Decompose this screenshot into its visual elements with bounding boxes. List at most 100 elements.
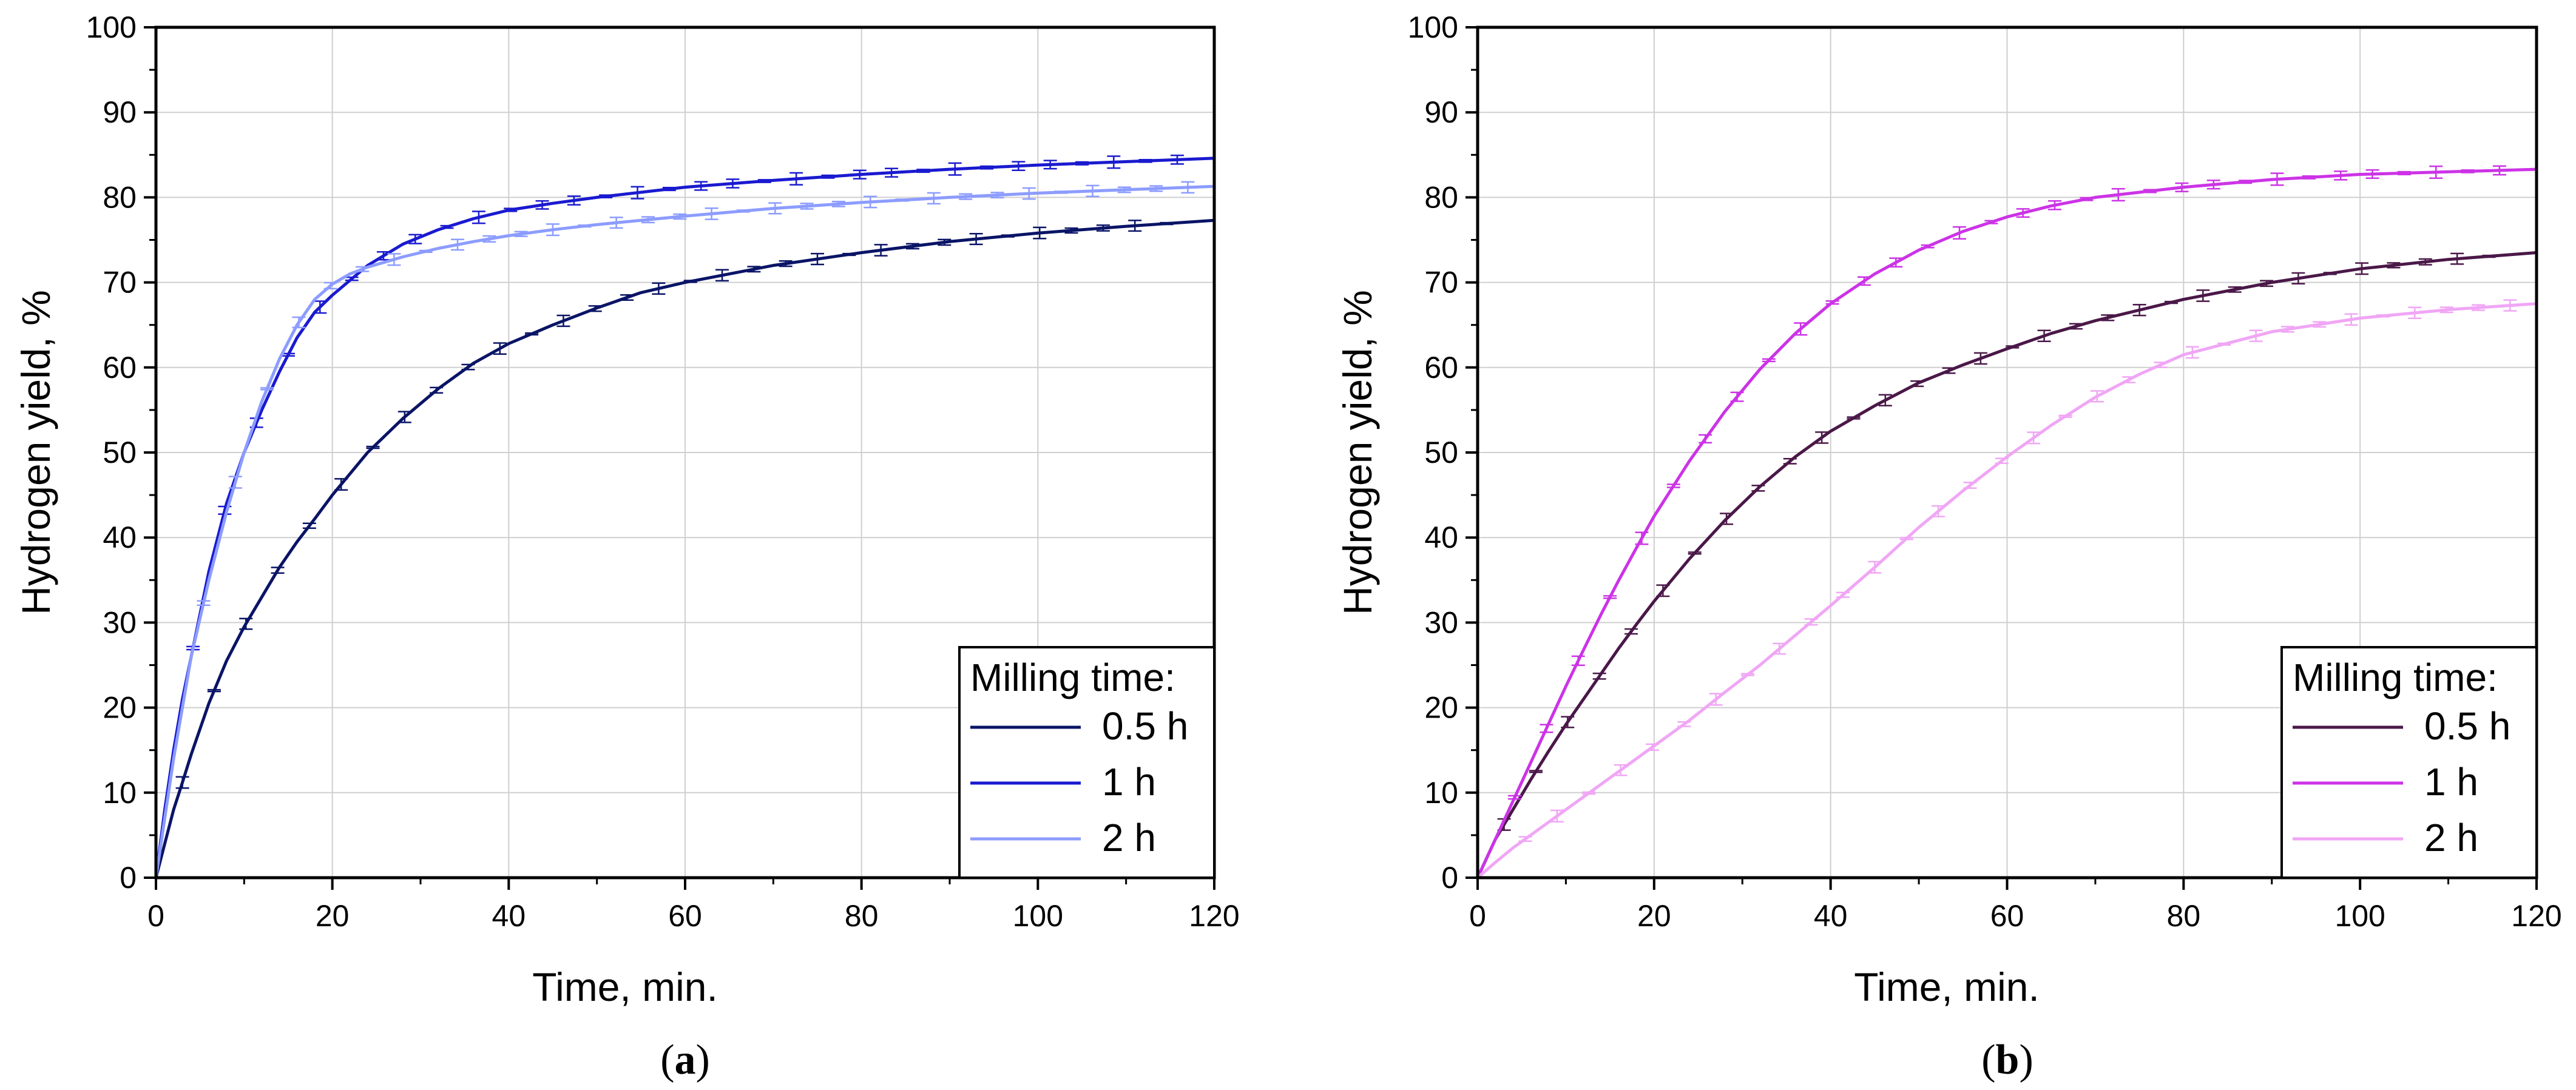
error-bar: [345, 276, 359, 281]
error-bar: [1688, 551, 1702, 555]
error-bar: [747, 266, 761, 273]
series-a-2h: [154, 181, 1215, 878]
error-bar: [2122, 376, 2136, 383]
error-bar: [2006, 345, 2020, 349]
y-tick-label: 90: [1424, 95, 1458, 129]
error-bar: [1656, 584, 1670, 597]
error-bar: [2280, 326, 2294, 333]
error-bar: [323, 281, 337, 290]
error-bar: [1666, 483, 1680, 488]
y-axis-title: Hydrogen yield, %: [1335, 290, 1380, 615]
x-tick-label: 100: [2334, 899, 2385, 933]
y-tick-label: 40: [1424, 520, 1458, 554]
y-tick-label: 50: [1424, 436, 1458, 469]
error-bar: [1592, 672, 1606, 680]
error-bar: [630, 186, 644, 200]
error-bar: [2164, 300, 2178, 304]
error-bar: [2185, 346, 2199, 359]
error-bar: [2344, 313, 2358, 326]
error-bar: [2334, 170, 2348, 181]
legend-a: Milling time: 0.5 h 1 h 2 h: [958, 646, 1215, 879]
error-bar: [652, 282, 666, 295]
error-bar: [885, 167, 899, 178]
legend-b: Milling time: 0.5 h 1 h 2 h: [2280, 646, 2538, 879]
error-bar: [2228, 286, 2242, 293]
error-bar: [1529, 770, 1543, 773]
error-bar: [969, 233, 983, 246]
error-bar: [1995, 457, 2009, 464]
error-bar: [948, 162, 962, 176]
error-bar: [757, 179, 771, 183]
error-bar: [2429, 165, 2443, 179]
error-bar: [1096, 224, 1110, 232]
y-tick-label: 40: [103, 520, 137, 554]
error-bar: [1645, 743, 1659, 752]
error-bar: [1518, 836, 1532, 843]
x-tick-label: 40: [1814, 899, 1848, 933]
error-bar: [1064, 227, 1078, 234]
error-bar: [493, 342, 507, 355]
error-bar: [2408, 306, 2422, 320]
x-axis-title: Time, min.: [1854, 964, 2040, 1009]
error-bar: [1138, 158, 1152, 163]
legend-entry: 0.5 h: [1102, 704, 1188, 748]
error-bar: [821, 174, 835, 179]
error-bar: [800, 203, 814, 210]
x-tick-label: 40: [492, 899, 526, 933]
grid-b: [1478, 27, 2537, 878]
error-bar: [1804, 618, 1818, 626]
error-bar: [2027, 431, 2041, 445]
error-bar: [726, 178, 740, 189]
error-bar: [905, 243, 919, 250]
x-axis-title: Time, min.: [532, 964, 718, 1009]
error-bar: [683, 280, 697, 283]
error-bar: [302, 522, 316, 529]
legend-title: Milling time:: [970, 656, 1175, 699]
error-bar: [1815, 431, 1829, 444]
error-bar: [2355, 262, 2369, 275]
x-tick-label: 0: [1469, 899, 1486, 933]
y-tick-label: 10: [103, 776, 137, 810]
error-bar: [1561, 716, 1575, 728]
error-bar: [864, 195, 877, 209]
panel-label: (b): [1981, 1037, 2033, 1083]
error-bar: [1582, 791, 1596, 795]
error-bar: [959, 193, 973, 200]
error-bar: [271, 567, 285, 574]
error-bar: [504, 207, 518, 212]
error-bar: [588, 305, 602, 312]
error-bar: [1075, 161, 1089, 166]
y-tick-label: 100: [1408, 10, 1458, 44]
x-tick-label: 80: [845, 899, 879, 933]
x-tick-label: 20: [1637, 899, 1671, 933]
series-b-1h: [1476, 165, 2537, 879]
error-bar: [366, 445, 380, 449]
y-tick-label: 20: [103, 691, 137, 725]
error-bar: [408, 234, 422, 244]
error-bar: [938, 238, 952, 246]
error-bar: [1751, 485, 1765, 492]
error-bar: [1825, 300, 1839, 305]
error-bar: [1773, 642, 1787, 655]
error-bar: [980, 165, 994, 170]
error-bar: [874, 244, 888, 257]
x-tick-label: 120: [1189, 899, 1239, 933]
error-bar: [292, 316, 306, 329]
error-bar: [2206, 180, 2220, 190]
error-bar: [430, 386, 444, 394]
error-bar: [546, 223, 559, 237]
error-bar: [482, 235, 496, 243]
error-bar: [831, 201, 845, 207]
error-bar: [2313, 321, 2327, 328]
error-bar: [1942, 367, 1956, 374]
error-bar: [1973, 352, 1987, 365]
error-bar: [1624, 628, 1638, 635]
error-bar: [239, 617, 253, 630]
error-bar: [1128, 220, 1142, 232]
error-bar: [2154, 362, 2168, 368]
error-bar: [2058, 414, 2072, 418]
error-bar: [1033, 226, 1047, 240]
error-bar: [1709, 693, 1723, 706]
error-bar: [2260, 280, 2274, 288]
error-bar: [673, 213, 687, 220]
